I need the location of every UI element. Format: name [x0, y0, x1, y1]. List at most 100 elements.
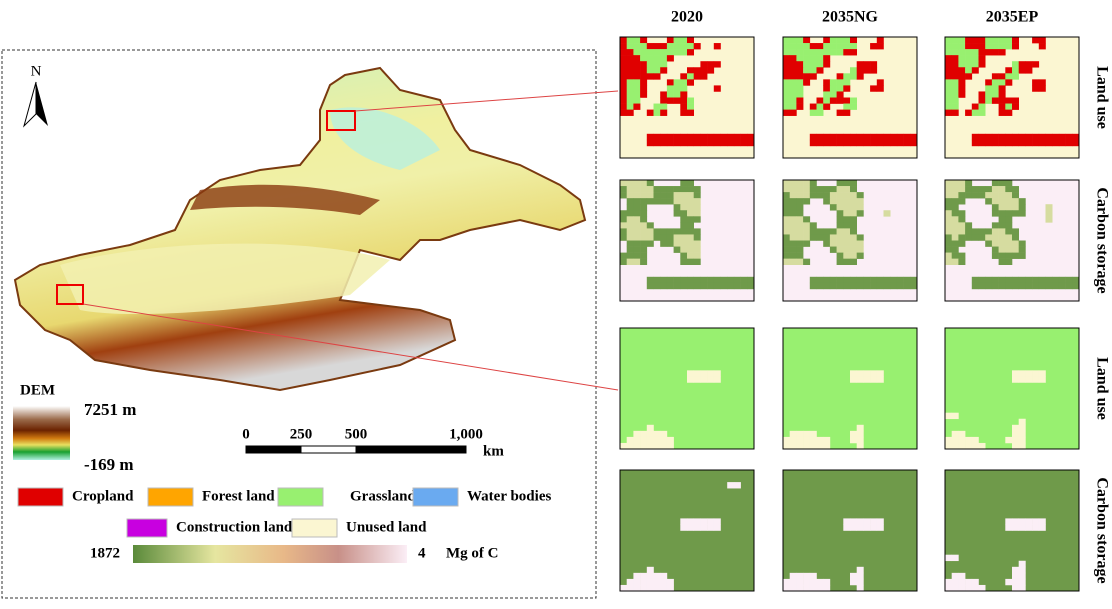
tile-cell	[1038, 376, 1046, 383]
tile-cell	[958, 442, 966, 450]
tile-cell	[1005, 43, 1013, 50]
tile-cell	[783, 103, 790, 110]
tile-cell	[998, 37, 1006, 44]
tile-cell	[991, 246, 999, 253]
tile-cell	[713, 518, 721, 525]
tile-cell	[951, 91, 959, 98]
tile-cell	[863, 370, 871, 377]
tile-cell	[809, 228, 817, 235]
tile-cell	[978, 43, 986, 50]
tile-cell	[951, 572, 959, 580]
tile-cell	[646, 133, 654, 141]
tile-cell	[789, 192, 797, 199]
tile-cell	[823, 61, 831, 68]
tile-cell	[1012, 228, 1019, 235]
tile-cell	[856, 430, 864, 438]
tile-cell	[836, 91, 844, 98]
tile-cell	[1018, 584, 1026, 592]
tile-cell	[803, 192, 811, 199]
tile-cell	[1032, 376, 1040, 383]
tile-cell	[1012, 584, 1019, 592]
tile-cell	[640, 430, 648, 438]
tile-cell	[673, 192, 681, 199]
tile-cell	[910, 133, 918, 141]
tile-cell	[836, 43, 844, 50]
tile-cell	[680, 49, 688, 56]
tile-cell	[998, 133, 1006, 141]
scale-segment	[355, 445, 467, 454]
tile-cell	[789, 442, 797, 450]
tile-cell	[680, 216, 688, 223]
tile-cell	[720, 282, 728, 290]
tile-cell	[836, 228, 844, 235]
dem-min: -169 m	[84, 455, 134, 474]
tile-cell	[809, 572, 817, 580]
tile-cell	[991, 204, 999, 211]
tile-cell	[680, 204, 688, 211]
tile-cell	[1065, 276, 1073, 284]
tile-border	[782, 36, 918, 159]
tile-cell	[666, 186, 674, 193]
tile-cell	[850, 246, 857, 253]
tile-cell	[1012, 192, 1019, 199]
tile-cell	[673, 204, 681, 211]
tile-cell	[687, 73, 694, 80]
tile-cell	[687, 97, 694, 104]
tile-cell	[843, 73, 851, 80]
tile-cell	[660, 55, 668, 62]
tile-cell	[951, 109, 959, 116]
tile-cell	[633, 186, 641, 193]
tile-cell	[1032, 37, 1040, 44]
tile-cell	[626, 442, 634, 450]
tile-cell	[850, 518, 857, 525]
tile-cell	[856, 252, 864, 259]
tile-cell	[660, 234, 668, 241]
tile-cell	[626, 61, 634, 68]
tile-cell	[1025, 524, 1033, 531]
tile-cell	[633, 234, 641, 241]
tile-cell	[829, 85, 837, 92]
dem-title: DEM	[20, 382, 55, 398]
tile-cell	[1012, 240, 1019, 247]
tile-cell	[809, 584, 817, 592]
tile-cell	[850, 578, 857, 586]
tile-border	[782, 327, 918, 450]
tile-cell	[965, 228, 973, 235]
legend-swatch	[126, 518, 168, 538]
tile-cell	[958, 55, 966, 62]
tile-cell	[945, 442, 952, 450]
tile-cell	[646, 109, 654, 116]
tile-cell	[680, 97, 688, 104]
tile-cell	[783, 55, 790, 62]
tile-cell	[1072, 139, 1080, 147]
tile-cell	[646, 67, 654, 74]
tile-cell	[1045, 276, 1053, 284]
tile-cell	[958, 240, 966, 247]
tile-cell	[633, 67, 641, 74]
tile-cell	[789, 430, 797, 438]
tile-cell	[803, 436, 811, 444]
tile-cell	[633, 584, 641, 592]
tile-cell	[1012, 566, 1019, 574]
tile-cell	[620, 103, 627, 110]
tile-cell	[1018, 442, 1026, 450]
tile-cell	[680, 198, 688, 205]
tile-cell	[640, 85, 648, 92]
tile-cell	[673, 91, 681, 98]
tile-cell	[971, 234, 979, 241]
tile-cell	[1012, 139, 1019, 147]
tile-cell	[687, 204, 694, 211]
tile-cell	[843, 103, 851, 110]
tile-cell	[740, 282, 748, 290]
tile-cell	[646, 430, 654, 438]
tile-cell	[971, 55, 979, 62]
tile-cell	[816, 436, 824, 444]
scale-tick-label: 0	[242, 426, 250, 442]
tile-cell	[680, 73, 688, 80]
tile-cell	[653, 61, 661, 68]
tile-cell	[660, 430, 668, 438]
tile-cell	[850, 276, 857, 284]
tile-cell	[687, 43, 694, 50]
tile-cell	[700, 376, 708, 383]
tile-cell	[633, 572, 641, 580]
